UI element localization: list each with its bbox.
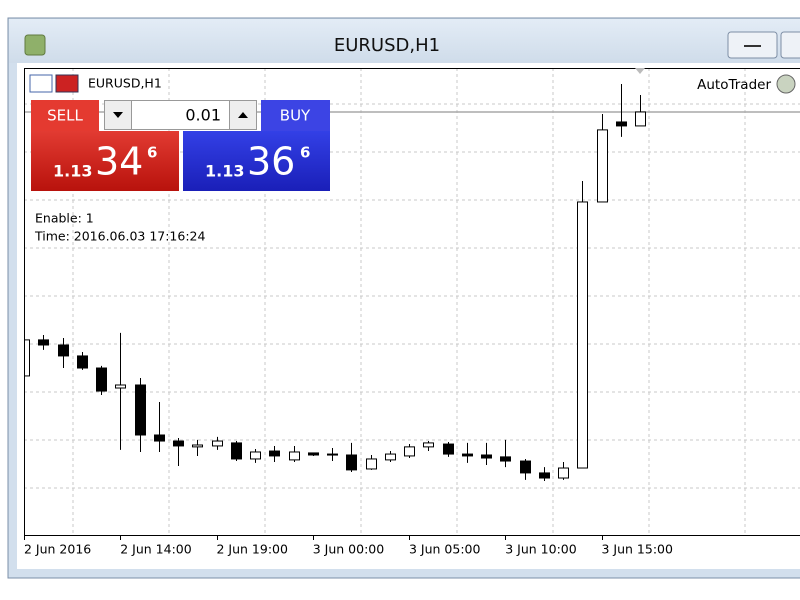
candle-body xyxy=(135,384,146,436)
x-tick-label: 2 Jun 19:00 xyxy=(217,542,289,557)
candle-body xyxy=(597,129,608,203)
info-enable: Enable: 1 xyxy=(35,211,94,226)
chart-icon xyxy=(29,74,53,93)
candle-body xyxy=(481,454,492,459)
candle-body xyxy=(616,121,627,127)
sell-price-big: 1.13 xyxy=(53,162,92,181)
lot-input[interactable] xyxy=(131,100,230,130)
candle-body xyxy=(635,111,646,127)
window-title: EURUSD,H1 xyxy=(334,35,440,56)
candle-body xyxy=(269,450,280,457)
candle-body xyxy=(385,453,396,461)
x-axis: 2 Jun 2016 2 Jun 14:00 2 Jun 19:00 3 Jun 00… xyxy=(24,535,673,557)
chart-icon xyxy=(55,74,79,93)
up-arrow xyxy=(238,112,248,118)
candle-body xyxy=(115,384,126,389)
candle-body xyxy=(25,339,30,377)
candle-body xyxy=(404,446,415,457)
buy-price-pips: 36 xyxy=(247,140,295,184)
candle-body xyxy=(366,458,377,470)
chart-shift-marker xyxy=(635,68,645,74)
info-time: Time: 2016.06.03 17:16:24 xyxy=(34,229,206,244)
candle-body xyxy=(423,442,434,448)
x-tick-label: 3 Jun 10:00 xyxy=(505,542,577,557)
x-tick-label: 3 Jun 05:00 xyxy=(409,542,481,557)
candle-body xyxy=(558,467,569,479)
down-arrow xyxy=(113,112,123,118)
candle-body xyxy=(192,444,203,448)
candle-body xyxy=(577,201,588,469)
candle-body xyxy=(77,355,88,369)
candle-body xyxy=(173,440,184,447)
candle-body xyxy=(289,451,300,461)
sell-price-box[interactable] xyxy=(31,131,179,191)
candle-body xyxy=(443,443,454,455)
candle-body xyxy=(520,460,531,474)
candle-body xyxy=(308,452,319,456)
candle-body xyxy=(231,442,242,460)
sell-button[interactable] xyxy=(31,100,99,131)
x-tick-label: 3 Jun 00:00 xyxy=(313,542,385,557)
x-tick-label: 2 Jun 2016 xyxy=(24,542,91,557)
candle-body xyxy=(462,453,473,457)
sell-price-pips: 34 xyxy=(95,140,143,184)
buy-button[interactable] xyxy=(261,100,330,131)
sell-label: SELL xyxy=(47,107,83,125)
candle-body xyxy=(38,339,49,346)
x-tick-label: 2 Jun 14:00 xyxy=(120,542,192,557)
buy-price-box[interactable] xyxy=(183,131,330,191)
candle-body xyxy=(250,451,261,460)
candle-body xyxy=(346,454,357,471)
lot-up-button[interactable] xyxy=(229,100,257,130)
candle-body xyxy=(96,367,107,392)
candle-body xyxy=(58,344,69,357)
lot-value: 0.01 xyxy=(185,106,221,125)
buy-price-big: 1.13 xyxy=(205,162,244,181)
maximize-button[interactable] xyxy=(780,31,800,59)
chart-label: EURUSD,H1 xyxy=(88,76,162,91)
sell-price-point: 6 xyxy=(147,144,157,162)
expert-name: AutoTrader xyxy=(697,77,771,93)
candle-body xyxy=(154,434,165,442)
x-tick-label: 3 Jun 15:00 xyxy=(602,542,674,557)
candle-body xyxy=(327,453,338,456)
candle-body xyxy=(212,440,223,447)
title-bar xyxy=(9,19,800,63)
expert-icon xyxy=(776,74,796,94)
buy-price-point: 6 xyxy=(300,144,310,162)
candle-body xyxy=(500,456,511,462)
buy-label: BUY xyxy=(280,107,311,125)
candle-body xyxy=(539,472,550,479)
window-icon xyxy=(24,34,46,56)
